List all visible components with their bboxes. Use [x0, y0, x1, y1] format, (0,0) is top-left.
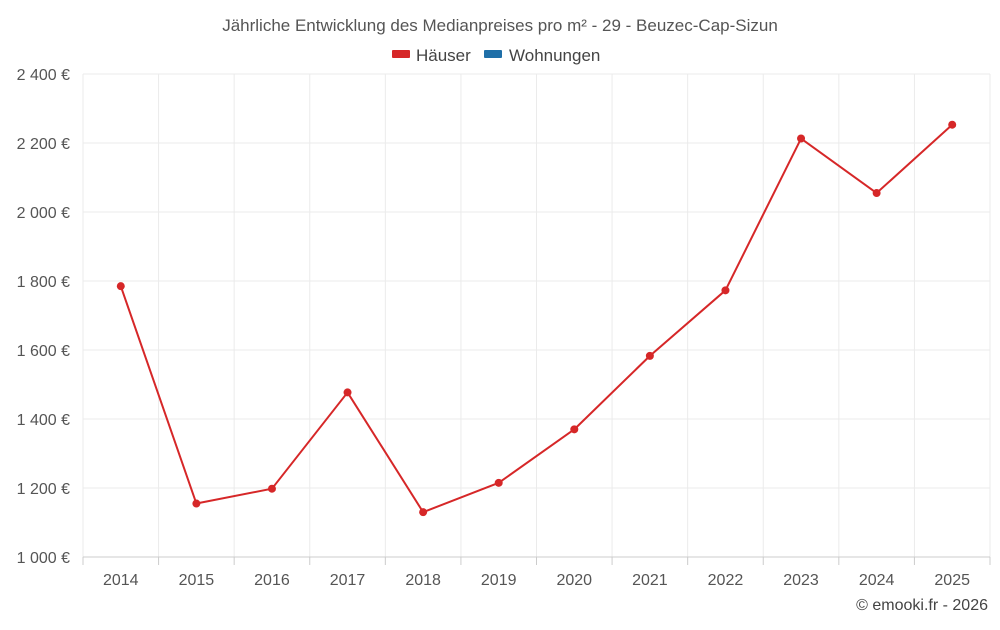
data-point[interactable] [645, 351, 654, 360]
x-tick-label: 2019 [481, 572, 517, 589]
x-axis-ticks: 2014 2015 2016 2017 2018 2019 2020 2021 2022 2023… [103, 572, 970, 589]
legend-swatch-wohnungen [484, 50, 502, 58]
legend-label-haeuser: Häuser [416, 46, 471, 65]
y-tick-label: 1 400 € [17, 412, 70, 429]
data-point[interactable] [797, 134, 806, 143]
y-tick-label: 1 000 € [17, 550, 70, 567]
axes [82, 556, 991, 565]
legend-item-wohnungen[interactable]: Wohnungen [484, 46, 600, 65]
y-tick-label: 2 400 € [17, 67, 70, 84]
x-tick-label: 2022 [708, 572, 744, 589]
data-point[interactable] [267, 484, 276, 493]
y-tick-label: 2 000 € [17, 205, 70, 222]
data-point[interactable] [343, 388, 352, 397]
legend-swatch-haeuser [392, 50, 410, 58]
data-point[interactable] [721, 286, 730, 295]
legend-label-wohnungen: Wohnungen [509, 46, 600, 65]
series-layer [116, 120, 957, 517]
x-tick-label: 2018 [405, 572, 441, 589]
legend: Häuser Wohnungen [392, 46, 600, 65]
data-point[interactable] [419, 508, 428, 517]
x-tick-label: 2024 [859, 572, 895, 589]
data-point[interactable] [192, 499, 201, 508]
x-tick-label: 2021 [632, 572, 668, 589]
x-tick-label: 2017 [330, 572, 366, 589]
grid [82, 73, 991, 557]
copyright-text: © emooki.fr - 2026 [856, 597, 988, 614]
y-tick-label: 1 600 € [17, 343, 70, 360]
y-tick-label: 1 200 € [17, 481, 70, 498]
x-tick-label: 2023 [783, 572, 819, 589]
legend-item-haeuser[interactable]: Häuser [392, 46, 471, 65]
x-tick-label: 2016 [254, 572, 290, 589]
chart-title: Jährliche Entwicklung des Medianpreises … [222, 16, 778, 35]
data-point[interactable] [116, 282, 125, 291]
data-point[interactable] [570, 425, 579, 434]
data-point[interactable] [948, 120, 957, 129]
y-tick-label: 1 800 € [17, 274, 70, 291]
series-line [119, 123, 954, 514]
x-tick-label: 2025 [934, 572, 970, 589]
data-point[interactable] [494, 478, 503, 487]
y-axis-ticks: 1 000 € 1 200 € 1 400 € 1 600 € 1 800 € 2 000… [17, 67, 70, 567]
y-tick-label: 2 200 € [17, 136, 70, 153]
x-tick-label: 2015 [179, 572, 215, 589]
data-point[interactable] [872, 189, 881, 198]
x-tick-label: 2020 [556, 572, 592, 589]
x-tick-label: 2014 [103, 572, 139, 589]
